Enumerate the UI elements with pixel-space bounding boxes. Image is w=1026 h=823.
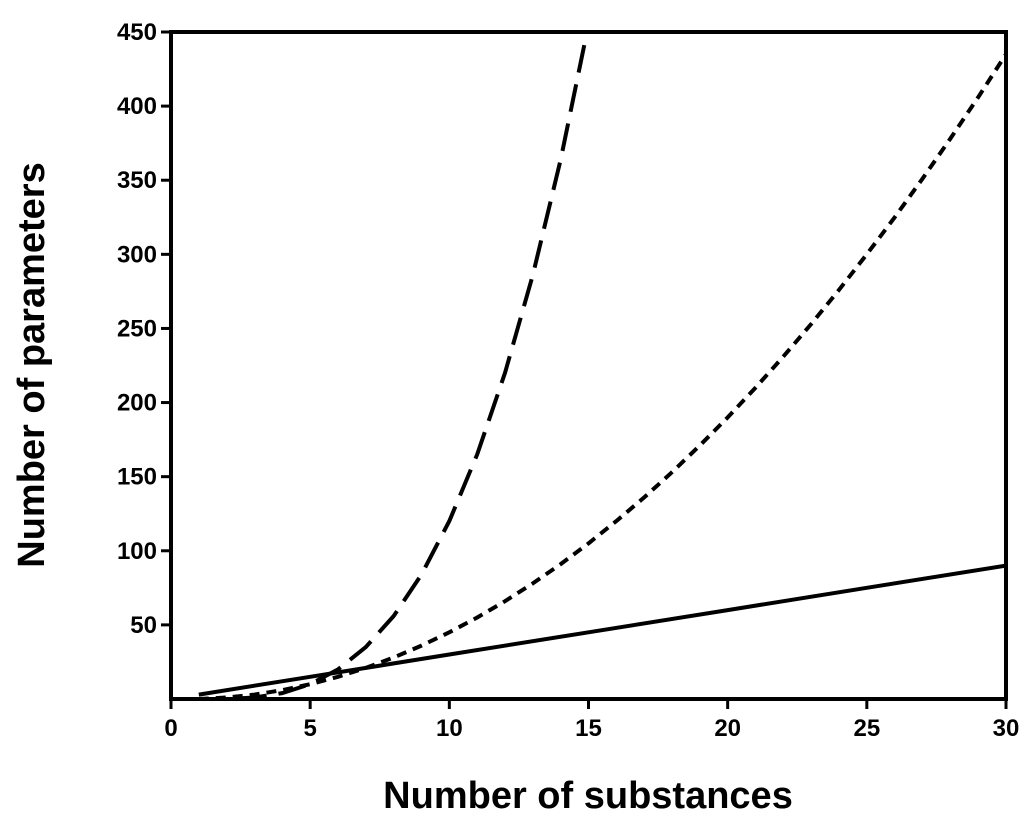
x-tick-label: 10 (436, 715, 463, 742)
series-layer (198, 32, 1006, 699)
y-tick-label: 200 (117, 390, 157, 417)
x-tick-label: 30 (993, 715, 1020, 742)
x-axis-title: Number of substances (383, 775, 793, 817)
y-tick-label: 450 (117, 19, 157, 46)
plot-frame (169, 30, 1008, 701)
y-tick-label: 50 (130, 612, 157, 639)
series-line-solid (198, 563, 1006, 697)
y-tick-label: 400 (117, 93, 157, 120)
y-axis: 50 100 150 200 250 300 350 400 450 (117, 19, 171, 639)
y-tick-label: 300 (117, 241, 157, 268)
x-axis: 0 5 10 15 20 25 30 (164, 699, 1019, 742)
series-line-short-dash (198, 53, 1006, 699)
x-tick-label: 5 (303, 715, 316, 742)
y-tick-label: 100 (117, 538, 157, 565)
y-tick-label: 150 (117, 464, 157, 491)
x-tick-label: 25 (853, 715, 880, 742)
y-tick-label: 250 (117, 315, 157, 342)
x-tick-label: 15 (575, 715, 602, 742)
series-line-long-dash (198, 32, 590, 699)
y-tick-label: 350 (117, 167, 157, 194)
y-axis-title: Number of parameters (11, 162, 53, 567)
x-tick-label: 0 (164, 715, 177, 742)
x-tick-label: 20 (714, 715, 741, 742)
